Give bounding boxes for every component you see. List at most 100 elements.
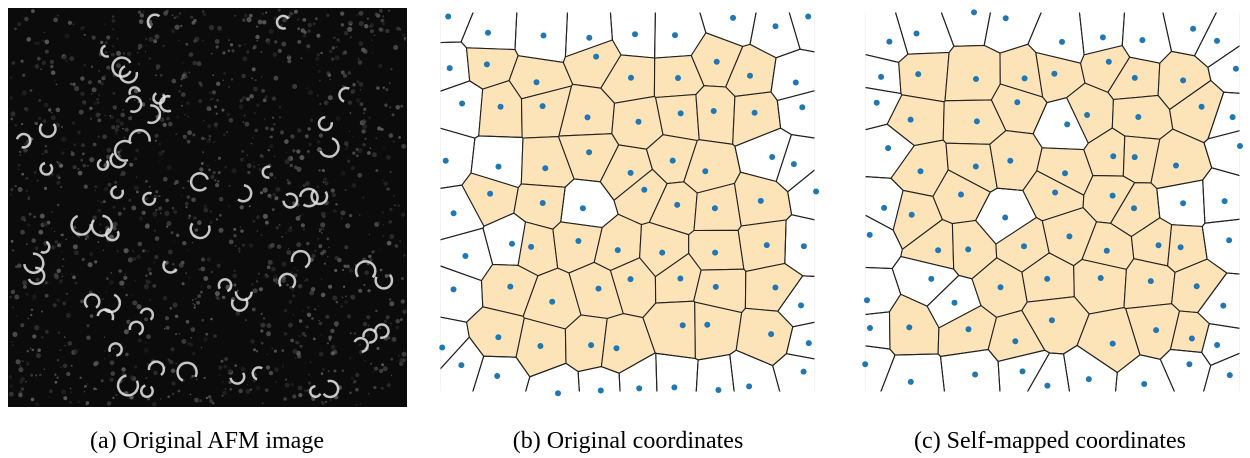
afm-speck: [375, 169, 378, 172]
point: [585, 114, 591, 120]
afm-speck: [325, 182, 329, 186]
afm-speck: [167, 165, 172, 170]
afm-speck: [40, 214, 45, 219]
afm-speck: [54, 374, 56, 376]
afm-speck: [341, 171, 346, 176]
afm-speck: [175, 315, 178, 318]
afm-speck: [278, 49, 282, 53]
afm-speck: [254, 129, 258, 133]
point: [909, 212, 915, 218]
afm-speck: [331, 345, 336, 350]
afm-speck: [61, 152, 64, 155]
afm-speck: [56, 299, 59, 302]
voronoi-cell: [895, 12, 954, 54]
afm-speck: [311, 287, 315, 291]
point: [540, 103, 546, 109]
point: [1233, 66, 1239, 72]
afm-speck: [284, 139, 289, 144]
afm-speck: [326, 237, 329, 240]
afm-speck: [356, 98, 361, 103]
afm-speck: [335, 325, 337, 327]
afm-speck: [91, 93, 93, 95]
afm-speck: [214, 160, 216, 162]
afm-speck: [90, 118, 92, 120]
point: [885, 145, 891, 151]
afm-speck: [45, 330, 49, 334]
afm-speck: [375, 13, 379, 17]
afm-speck: [178, 390, 181, 393]
afm-speck: [181, 105, 183, 107]
point: [586, 35, 592, 41]
afm-speck: [164, 328, 166, 330]
afm-speck: [130, 375, 134, 379]
afm-speck: [225, 166, 227, 168]
afm-speck: [8, 375, 12, 379]
afm-speck: [279, 116, 281, 118]
afm-speck: [269, 136, 271, 138]
afm-speck: [99, 81, 101, 83]
afm-speck: [267, 265, 271, 269]
afm-speck: [367, 334, 370, 337]
afm-speck: [304, 31, 307, 34]
afm-speck: [210, 210, 212, 212]
afm-speck: [274, 177, 276, 179]
afm-speck: [62, 55, 67, 60]
afm-speck: [370, 29, 374, 33]
point: [952, 300, 958, 306]
afm-speck: [15, 124, 18, 127]
afm-speck: [363, 112, 365, 114]
point: [874, 100, 880, 106]
afm-speck: [201, 286, 202, 287]
point: [1131, 205, 1137, 211]
afm-speck: [120, 149, 123, 152]
afm-speck: [24, 17, 29, 22]
afm-speck: [387, 292, 388, 293]
point: [593, 54, 599, 60]
afm-speck: [16, 359, 21, 364]
afm-speck: [271, 267, 276, 272]
afm-speck: [32, 238, 36, 242]
afm-speck: [322, 368, 324, 370]
afm-speck: [189, 72, 191, 74]
afm-speck: [213, 123, 218, 128]
afm-speck: [185, 272, 187, 274]
afm-speck: [77, 400, 80, 403]
afm-speck: [31, 308, 34, 311]
afm-speck: [258, 322, 259, 323]
afm-speck: [357, 173, 362, 178]
afm-speck: [185, 202, 189, 206]
afm-speck: [313, 121, 314, 122]
afm-speck: [216, 113, 218, 115]
afm-speck: [100, 41, 103, 44]
afm-speck: [297, 128, 301, 132]
afm-speck: [247, 384, 248, 385]
afm-speck: [306, 44, 310, 48]
afm-speck: [302, 214, 303, 215]
afm-speck: [331, 188, 335, 192]
afm-speck: [145, 342, 147, 344]
afm-speck: [294, 267, 295, 268]
afm-speck: [215, 183, 219, 187]
afm-speck: [88, 80, 92, 84]
afm-speck: [235, 245, 237, 247]
afm-speck: [289, 12, 293, 16]
afm-speck: [210, 175, 214, 179]
point: [636, 385, 642, 391]
afm-speck: [359, 82, 364, 87]
point: [1227, 372, 1233, 378]
afm-speck: [190, 337, 192, 339]
afm-speck: [61, 234, 64, 237]
afm-speck: [203, 337, 207, 341]
afm-speck: [51, 211, 53, 213]
afm-speck: [204, 377, 206, 379]
point: [715, 387, 721, 393]
afm-speck: [389, 208, 392, 211]
afm-speck: [261, 155, 264, 158]
point: [881, 205, 887, 211]
afm-speck: [182, 187, 184, 189]
afm-speck: [367, 151, 371, 155]
afm-speck: [246, 17, 251, 22]
afm-speck: [73, 143, 76, 146]
afm-speck: [379, 369, 383, 373]
afm-speck: [384, 104, 387, 107]
